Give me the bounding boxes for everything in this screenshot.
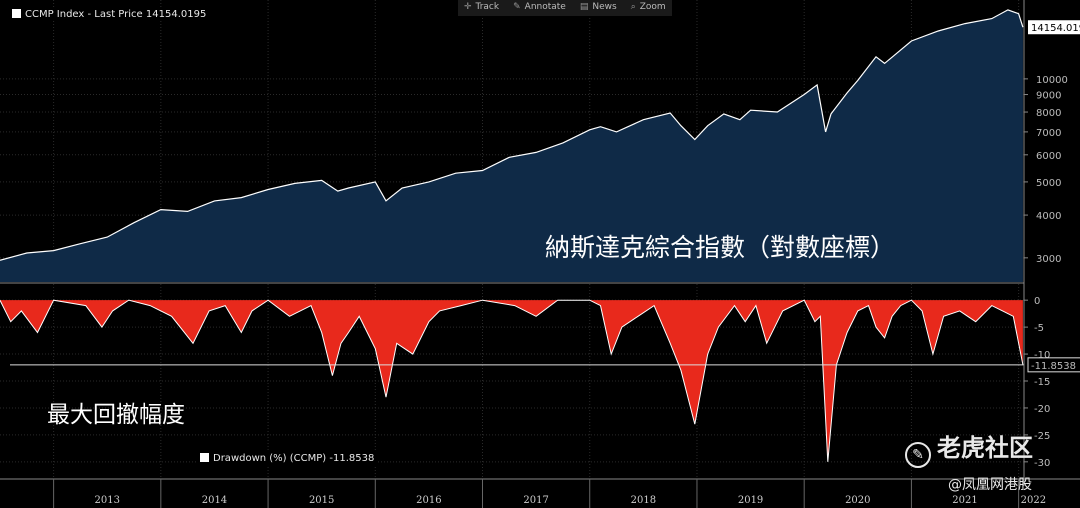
- price-y-tick-label: 9000: [1036, 91, 1061, 102]
- price-y-tick-label: 7000: [1036, 128, 1061, 139]
- x-tick-label: 2019: [738, 495, 763, 506]
- drawdown-annotation: 最大回撤幅度: [47, 402, 185, 428]
- drawdown-legend-label: Drawdown (%) (CCMP) -11.8538: [213, 453, 375, 464]
- pencil-icon: ✎: [513, 2, 521, 12]
- annotate-label: Annotate: [524, 2, 566, 12]
- news-icon: ▤: [579, 2, 589, 12]
- last-drawdown-box: [1027, 357, 1080, 373]
- news-label: News: [592, 2, 617, 12]
- price-y-tick-label: 6000: [1036, 151, 1061, 162]
- price-y-tick-label: 5000: [1036, 178, 1061, 189]
- zoom-button[interactable]: ⌕ Zoom: [625, 0, 672, 16]
- x-tick-label: 2015: [309, 495, 334, 506]
- crosshair-icon: ✛: [464, 2, 472, 12]
- x-tick-label: 2017: [523, 495, 548, 506]
- track-label: Track: [475, 2, 500, 12]
- x-tick-label: 2021: [952, 495, 977, 506]
- tiger-logo-icon: ✎: [905, 442, 931, 468]
- brand-name: 老虎社区: [937, 434, 1033, 462]
- x-tick-label: 2016: [416, 495, 441, 506]
- price-area: [0, 9, 1023, 283]
- last-drawdown-label: -11.8538: [1031, 361, 1076, 372]
- x-tick-label: 2020: [845, 495, 870, 506]
- price-y-tick-label: 10000: [1036, 75, 1068, 86]
- price-legend-label: CCMP Index - Last Price 14154.0195: [25, 9, 207, 20]
- legend-swatch: [12, 9, 21, 18]
- price-y-tick-label: 4000: [1036, 211, 1061, 222]
- drawdown-line: [0, 299, 1024, 462]
- drawdown-y-tick-label: -15: [1034, 377, 1050, 388]
- drawdown-y-tick-label: -30: [1034, 458, 1050, 469]
- drawdown-area: [0, 300, 1023, 462]
- brand-watermark: ✎ 老虎社区: [905, 428, 1033, 468]
- legend-swatch: [200, 453, 209, 462]
- chart-toolbar: ✛ Track ✎ Annotate ▤ News ⌕ Zoom: [458, 0, 672, 16]
- annotate-button[interactable]: ✎ Annotate: [507, 0, 572, 16]
- price-annotation: 納斯達克綜合指數（對數座標）: [545, 233, 896, 262]
- magnifier-icon: ⌕: [630, 2, 636, 12]
- price-line: [0, 9, 1024, 261]
- x-tick-label: 2022: [1021, 495, 1046, 506]
- price-legend[interactable]: CCMP Index - Last Price 14154.0195: [8, 8, 211, 21]
- last-price-label: 14154.019: [1031, 23, 1080, 34]
- zoom-label: Zoom: [639, 2, 666, 12]
- handle-watermark: @凤凰网港股: [948, 477, 1032, 493]
- drawdown-y-tick-label: -10: [1034, 350, 1050, 361]
- track-button[interactable]: ✛ Track: [458, 0, 505, 16]
- last-price-box: [1028, 20, 1080, 35]
- drawdown-y-tick-label: 0: [1034, 296, 1040, 307]
- drawdown-y-tick-label: -25: [1034, 431, 1050, 442]
- drawdown-y-tick-label: -20: [1034, 404, 1050, 415]
- x-tick-label: 2014: [202, 495, 227, 506]
- price-y-tick-label: 3000: [1036, 254, 1061, 265]
- drawdown-y-tick-label: -5: [1034, 323, 1044, 334]
- x-tick-label: 2018: [631, 495, 656, 506]
- drawdown-legend[interactable]: Drawdown (%) (CCMP) -11.8538: [196, 452, 379, 465]
- news-button[interactable]: ▤ News: [574, 0, 623, 16]
- x-tick-label: 2013: [94, 495, 119, 506]
- price-y-tick-label: 8000: [1036, 108, 1061, 119]
